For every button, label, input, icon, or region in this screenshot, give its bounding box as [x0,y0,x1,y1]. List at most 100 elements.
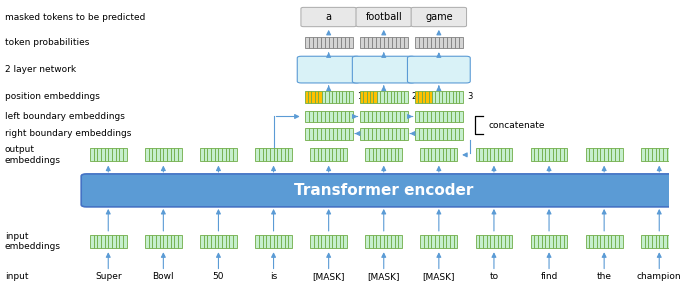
Bar [340,110,345,123]
Bar [560,148,564,161]
Bar [119,235,123,248]
Bar [509,148,512,161]
Bar [366,91,370,102]
Bar [399,148,402,161]
Text: a: a [325,12,332,22]
Bar [380,235,384,248]
Bar [453,148,457,161]
Bar [431,37,435,48]
Bar [119,148,123,161]
Bar [343,148,347,161]
Text: token probabilities: token probabilities [5,38,89,47]
Bar [160,148,163,161]
Bar [345,37,349,48]
Bar [288,148,292,161]
Bar [333,128,336,139]
Bar [395,148,399,161]
Bar [156,148,160,161]
Bar [321,37,325,48]
Bar [145,148,149,161]
Bar [384,235,388,248]
Bar [395,235,399,248]
Bar [321,235,325,248]
Bar [403,110,408,123]
Bar [369,148,373,161]
Bar [460,91,463,102]
Bar [419,128,423,139]
Bar [321,128,325,139]
Bar [315,91,319,102]
Bar [97,235,101,248]
Bar [97,148,101,161]
Bar [211,148,215,161]
Bar [447,37,451,48]
Bar [288,235,292,248]
Bar [376,235,380,248]
Bar [479,235,483,248]
Bar [427,128,431,139]
Bar [455,110,459,123]
Bar [368,128,372,139]
Bar [542,235,545,248]
Bar [443,91,446,102]
Bar [123,235,127,248]
Bar [360,91,363,102]
Bar [501,148,505,161]
Bar [432,91,436,102]
Text: output
embeddings: output embeddings [5,145,61,164]
Bar [310,235,314,248]
Bar [305,110,309,123]
Bar [494,148,497,161]
Bar [534,235,538,248]
Bar [233,235,237,248]
Bar [322,91,325,102]
Bar [415,37,419,48]
Bar [175,148,178,161]
Bar [670,235,674,248]
Bar [497,148,501,161]
Bar [593,235,597,248]
Bar [372,128,376,139]
Bar [432,235,435,248]
Bar [431,128,435,139]
Bar [431,110,435,123]
Bar [641,235,645,248]
Bar [419,91,422,102]
Bar [505,235,509,248]
Bar [449,91,453,102]
Bar [277,235,281,248]
Bar [332,148,336,161]
Bar [403,128,408,139]
Bar [178,235,182,248]
Bar [451,37,455,48]
Bar [396,110,400,123]
Bar [360,37,364,48]
Text: the: the [597,272,612,281]
Bar [447,128,451,139]
Bar [396,128,400,139]
Text: [MASK]: [MASK] [367,272,400,281]
Bar [380,148,384,161]
Bar [415,128,419,139]
Bar [427,37,431,48]
Text: to: to [489,272,499,281]
Bar [329,235,332,248]
Text: [MASK]: [MASK] [312,272,345,281]
Bar [388,37,392,48]
Bar [314,148,318,161]
Bar [388,128,392,139]
Bar [415,91,419,102]
Bar [314,235,318,248]
Bar [332,235,336,248]
Text: Transformer encoder: Transformer encoder [294,183,473,198]
Bar [542,148,545,161]
Bar [590,235,593,248]
Bar [203,148,208,161]
Bar [399,235,402,248]
Bar [505,148,509,161]
Bar [564,235,567,248]
Bar [451,128,455,139]
Text: masked tokens to be predicted: masked tokens to be predicted [5,13,145,22]
Bar [453,91,456,102]
Bar [329,128,333,139]
